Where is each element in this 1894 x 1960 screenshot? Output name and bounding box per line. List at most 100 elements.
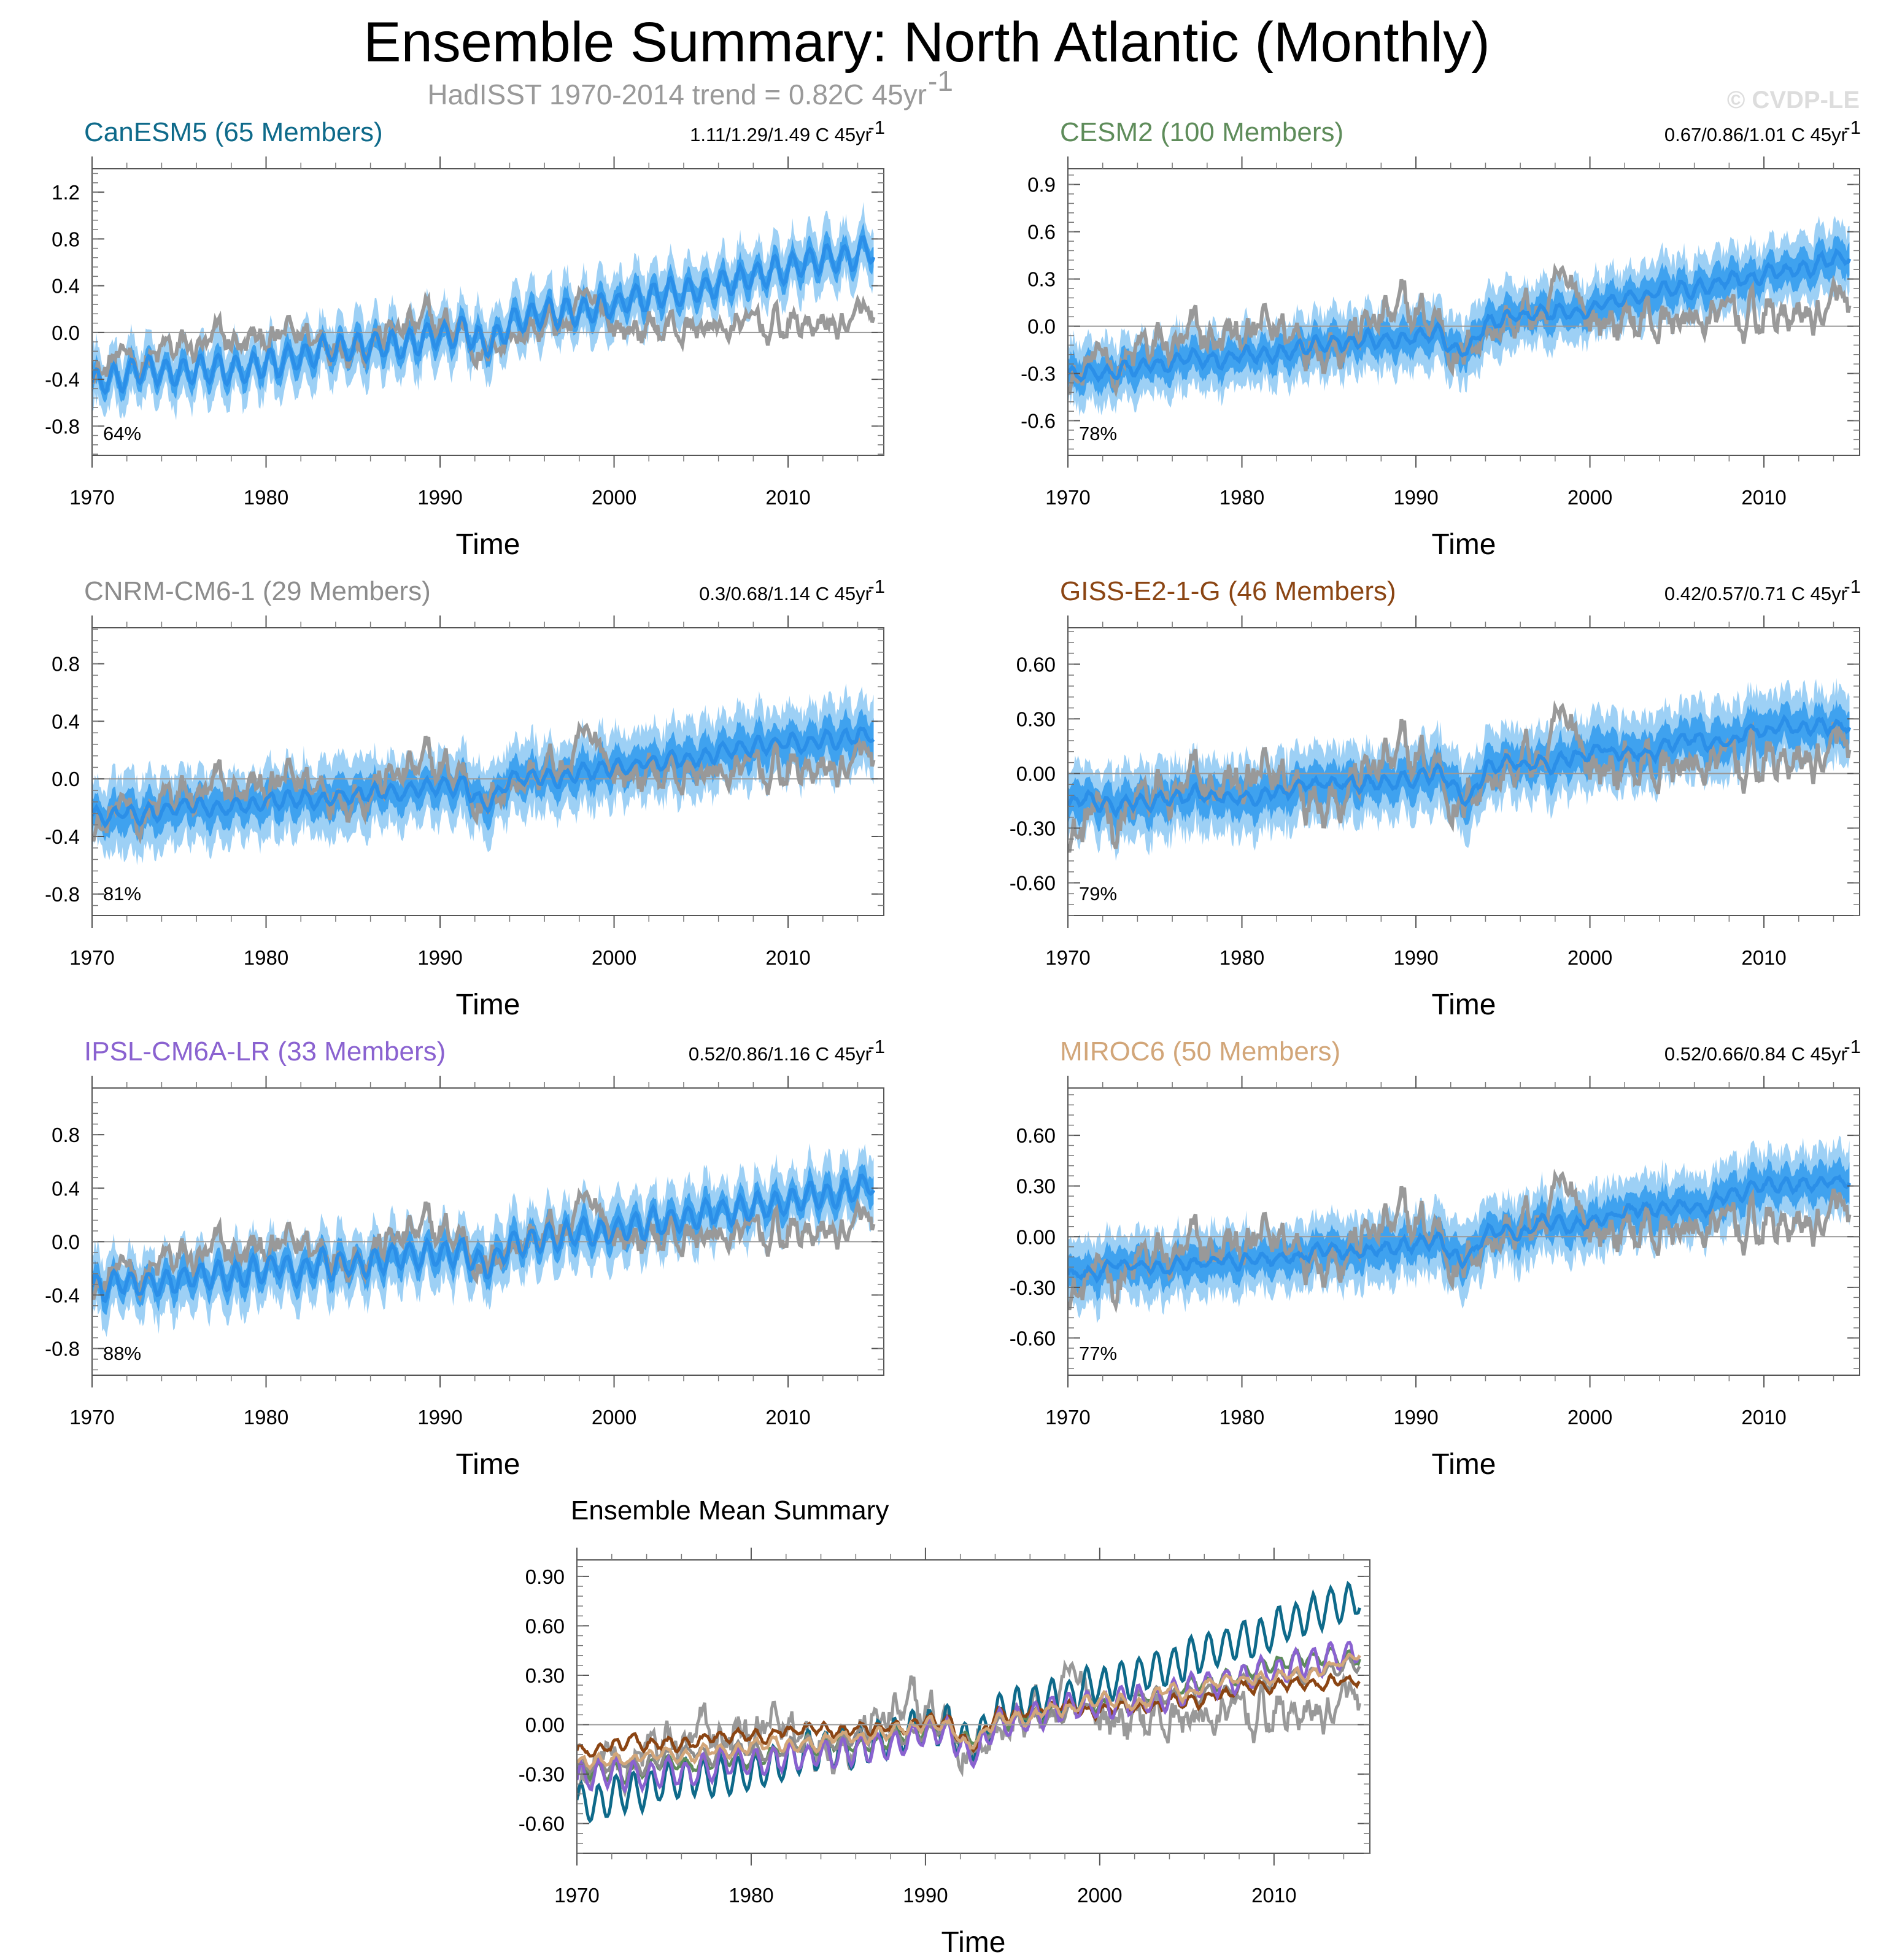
chart-panel-miroc6: MIROC6 (50 Members) -10.52/0.66/0.84 C 45… xyxy=(1010,1036,1861,1481)
plot-area xyxy=(92,202,884,420)
observed-line xyxy=(92,285,876,386)
ensemble-band-outer xyxy=(92,202,874,420)
x-tick-label: 1980 xyxy=(729,1884,773,1907)
x-tick-label: 1990 xyxy=(903,1884,948,1907)
ensemble-band-outer xyxy=(1068,215,1850,417)
ensemble-band-inner xyxy=(92,222,874,403)
ensemble-mean-line xyxy=(1068,247,1852,384)
x-axis-label: Time xyxy=(1432,528,1496,561)
y-tick-label: 0.6 xyxy=(1027,221,1056,244)
y-tick-label: 0.30 xyxy=(1016,708,1056,730)
copyright-watermark: © CVDP-LE xyxy=(1727,87,1860,114)
x-tick-label: 2000 xyxy=(1567,1406,1612,1429)
ensemble-band-inner xyxy=(1068,1156,1850,1302)
x-axis-label: Time xyxy=(456,528,520,561)
y-tick-label: 0.0 xyxy=(52,768,80,790)
y-tick-label: -0.30 xyxy=(1010,1276,1056,1299)
x-tick-label: 1970 xyxy=(1045,1406,1090,1429)
percent-label: 78% xyxy=(1079,423,1117,444)
y-tick-label: -0.30 xyxy=(1010,817,1056,840)
ensemble-mean-line xyxy=(1068,1174,1852,1284)
plot-frame xyxy=(91,168,884,456)
trend-superscript: -1 xyxy=(868,117,885,138)
plot-frame xyxy=(1067,627,1860,916)
x-tick-label: 1970 xyxy=(69,946,114,969)
x-tick-label: 1980 xyxy=(1220,1406,1264,1429)
x-tick-label: 2000 xyxy=(1077,1884,1122,1907)
y-tick-label: 0.60 xyxy=(525,1615,565,1637)
y-tick-label: -0.6 xyxy=(1021,410,1056,433)
ensemble-mean-line xyxy=(1068,714,1852,819)
x-tick-label: 1990 xyxy=(417,486,462,509)
trend-label: 0.67/0.86/1.01 C 45yr xyxy=(1664,124,1847,145)
ensemble-band-inner xyxy=(1068,236,1850,398)
x-tick-label: 1990 xyxy=(417,946,462,969)
panel-title: CNRM-CM6-1 (29 Members) xyxy=(84,576,431,606)
plot-frame xyxy=(576,1559,1370,1854)
x-tick-label: 1990 xyxy=(1393,1406,1438,1429)
percent-label: 77% xyxy=(1079,1343,1117,1364)
x-tick-label: 1980 xyxy=(244,1406,288,1429)
observed-line xyxy=(1068,700,1852,853)
chart-panel-giss: GISS-E2-1-G (46 Members) -10.42/0.57/0.71… xyxy=(1010,576,1861,1021)
y-tick-label: 0.60 xyxy=(1016,1124,1056,1147)
percent-label: 64% xyxy=(103,423,141,444)
ensemble-band-inner xyxy=(92,708,874,842)
x-tick-label: 1980 xyxy=(1220,486,1264,509)
plot-area xyxy=(577,1581,1370,1824)
x-tick-label: 2010 xyxy=(765,486,810,509)
x-tick-label: 1980 xyxy=(244,946,288,969)
ensemble-band-outer xyxy=(1068,677,1850,861)
x-tick-label: 1970 xyxy=(1045,946,1090,969)
panel-title: MIROC6 (50 Members) xyxy=(1060,1036,1340,1067)
trend-label: 0.52/0.86/1.16 C 45yr xyxy=(689,1043,872,1065)
percent-label: 88% xyxy=(103,1343,141,1364)
trend-label: 0.3/0.68/1.14 C 45yr xyxy=(699,583,872,604)
chart-panel-cesm2: CESM2 (100 Members) -10.67/0.86/1.01 C 45… xyxy=(1021,117,1861,561)
y-tick-label: 0.9 xyxy=(1027,174,1056,196)
plot-frame xyxy=(1067,168,1860,456)
x-tick-label: 2000 xyxy=(592,1406,636,1429)
y-tick-label: -0.60 xyxy=(519,1813,565,1835)
y-tick-label: 0.00 xyxy=(1016,762,1056,785)
series-line-ipsl-cm6a-lr xyxy=(577,1640,1361,1794)
ensemble-mean-line xyxy=(92,1173,876,1303)
trend-superscript: -1 xyxy=(1844,117,1861,138)
panel-title: IPSL-CM6A-LR (33 Members) xyxy=(84,1036,446,1067)
plot-frame xyxy=(91,1087,884,1376)
y-tick-label: -0.8 xyxy=(45,1337,80,1360)
y-tick-label: 0.8 xyxy=(52,228,80,250)
chart-panel-summary: Ensemble Mean Summary 0.90 0.60 0.30 0.00 -0.… xyxy=(519,1495,1370,1959)
x-tick-label: 2000 xyxy=(1567,486,1612,509)
x-tick-label: 2000 xyxy=(592,486,636,509)
x-tick-label: 1990 xyxy=(417,1406,462,1429)
x-axis-label: Time xyxy=(456,989,520,1021)
panel-title: CanESM5 (65 Members) xyxy=(84,117,383,147)
x-tick-label: 1990 xyxy=(1393,486,1438,509)
panel-title: Ensemble Mean Summary xyxy=(571,1495,889,1526)
y-tick-label: -0.4 xyxy=(45,368,80,391)
x-tick-label: 1980 xyxy=(244,486,288,509)
trend-label: 1.11/1.29/1.49 C 45yr xyxy=(690,124,872,145)
ensemble-band-outer xyxy=(92,683,874,866)
x-axis-label: Time xyxy=(1432,989,1496,1021)
y-tick-label: -0.4 xyxy=(45,1284,80,1306)
y-tick-label: 0.0 xyxy=(52,1230,80,1253)
x-tick-label: 1990 xyxy=(1393,946,1438,969)
figure-subtitle: HadISST 1970-2014 trend = 0.82C 45yr xyxy=(427,79,927,110)
x-tick-label: 1970 xyxy=(1045,486,1090,509)
x-tick-label: 2010 xyxy=(765,946,810,969)
trend-superscript: -1 xyxy=(868,576,885,597)
x-tick-label: 1970 xyxy=(69,1406,114,1429)
y-tick-label: 0.60 xyxy=(1016,653,1056,676)
x-tick-label: 2000 xyxy=(592,946,636,969)
y-tick-label: 0.90 xyxy=(525,1565,565,1588)
trend-label: 0.52/0.66/0.84 C 45yr xyxy=(1664,1043,1847,1065)
figure-title: Ensemble Summary: North Atlantic (Monthl… xyxy=(363,11,1490,74)
y-tick-label: 0.4 xyxy=(52,710,80,733)
y-tick-label: 0.30 xyxy=(525,1664,565,1687)
y-tick-label: 0.00 xyxy=(1016,1225,1056,1248)
plot-frame xyxy=(91,627,884,916)
y-tick-label: 0.3 xyxy=(1027,268,1056,291)
